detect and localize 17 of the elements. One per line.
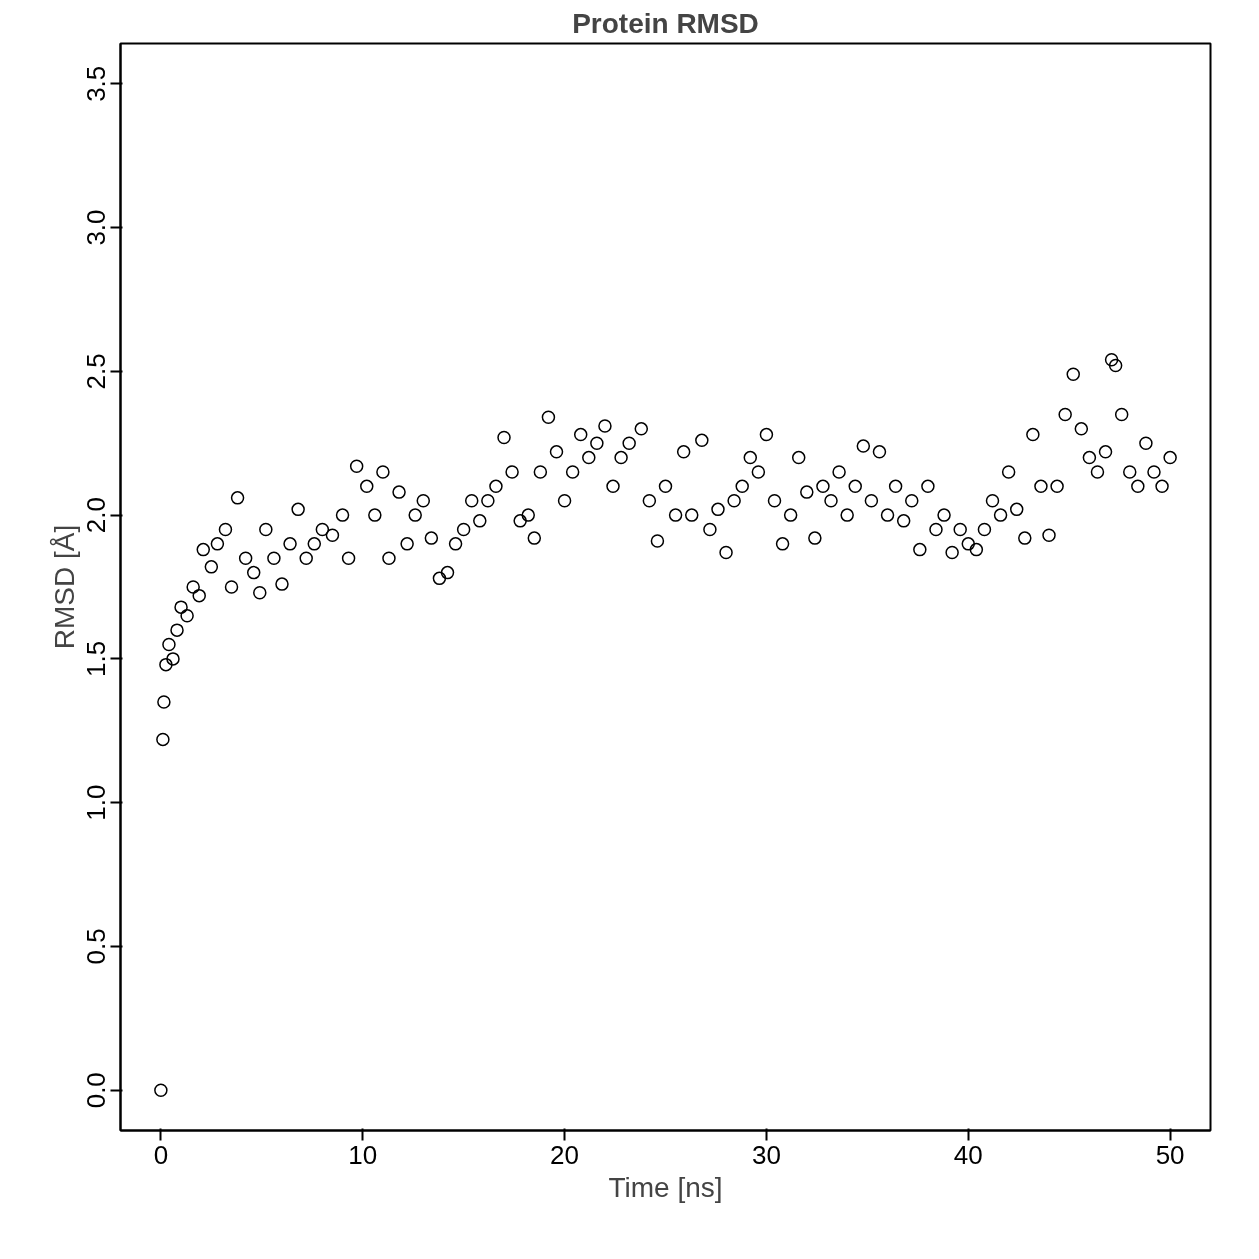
x-tick-label: 20	[550, 1139, 580, 1170]
y-tick-label: 2.5	[81, 353, 112, 390]
y-tick-label: 1.0	[81, 784, 112, 821]
x-tick-label: 10	[348, 1139, 378, 1170]
y-tick-label: 2.0	[81, 497, 112, 534]
y-axis-title: RMSD [Å]	[48, 524, 80, 650]
y-tick-label: 3.5	[81, 65, 112, 102]
y-tick-label: 1.5	[81, 640, 112, 677]
x-tick-label: 0	[153, 1139, 169, 1170]
x-tick-label: 40	[953, 1139, 983, 1170]
y-tick-label: 0.0	[81, 1072, 112, 1109]
y-tick-label: 0.5	[81, 928, 112, 965]
x-tick-label: 50	[1155, 1139, 1185, 1170]
x-tick-label: 30	[751, 1139, 781, 1170]
y-tick-label: 3.0	[81, 209, 112, 246]
chart-title: Protein RMSD	[572, 7, 759, 39]
x-axis-title: Time [ns]	[608, 1171, 723, 1203]
